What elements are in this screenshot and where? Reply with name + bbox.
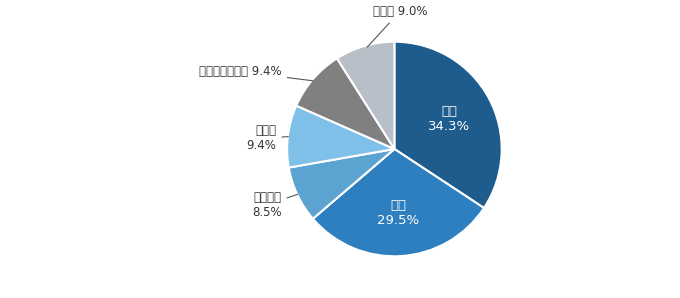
- Wedge shape: [337, 42, 394, 149]
- Wedge shape: [313, 149, 484, 256]
- Text: 空調
34.3%: 空調 34.3%: [428, 105, 471, 134]
- Wedge shape: [289, 149, 394, 219]
- Text: 照明
29.5%: 照明 29.5%: [377, 199, 420, 227]
- Text: パソコン
8.5%: パソコン 8.5%: [252, 191, 298, 219]
- Text: エレベーター等 9.4%: エレベーター等 9.4%: [199, 65, 313, 81]
- Text: 複合機
9.4%: 複合機 9.4%: [247, 124, 288, 152]
- Wedge shape: [287, 106, 394, 167]
- Wedge shape: [296, 58, 394, 149]
- Wedge shape: [394, 42, 502, 208]
- Text: その他 9.0%: その他 9.0%: [367, 5, 427, 47]
